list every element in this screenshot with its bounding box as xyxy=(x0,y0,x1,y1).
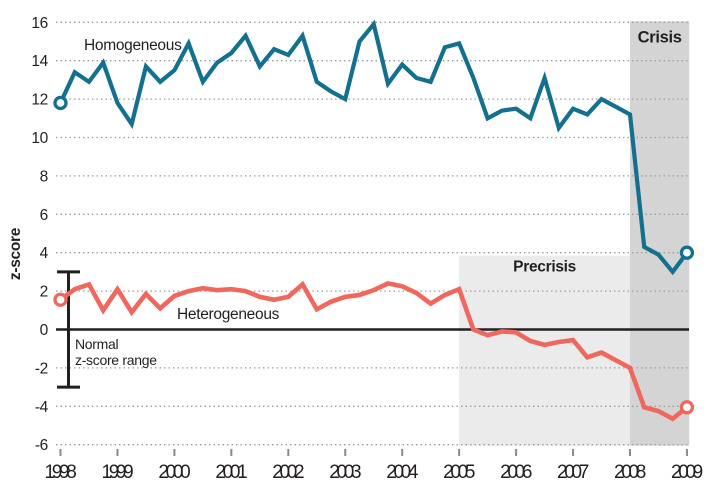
y-tick-label: -4 xyxy=(35,399,49,416)
normal-range-label-line2: z-score range xyxy=(75,352,157,368)
endpoint-marker-heterogeneous xyxy=(53,292,68,307)
x-tick-label: 1999 xyxy=(101,462,133,483)
heterogeneous-series-label: Heterogeneous xyxy=(177,306,280,323)
series-line-heterogeneous xyxy=(58,280,690,422)
homogeneous-series-label: Homogeneous xyxy=(84,37,182,54)
endpoint-marker-homogeneous xyxy=(53,95,68,111)
endpoint-marker-heterogeneous xyxy=(679,400,695,415)
region-band-crisis xyxy=(630,21,690,446)
y-tick-label: 8 xyxy=(40,168,48,185)
y-tick-label: 10 xyxy=(31,130,48,147)
x-tick-label: 2009 xyxy=(671,462,703,483)
region-label-precrisis: Precrisis xyxy=(513,259,576,276)
y-tick-label: 0 xyxy=(40,322,49,339)
x-tick-label: 2003 xyxy=(329,462,361,483)
endpoint-marker-homogeneous xyxy=(679,245,695,260)
y-tick-label: 16 xyxy=(31,15,48,32)
region-label-crisis: Crisis xyxy=(638,28,682,46)
y-tick-label: 6 xyxy=(40,207,48,224)
y-tick-label: 12 xyxy=(31,92,48,109)
x-tick-label: 2004 xyxy=(386,462,419,483)
normal-range-label-line1: Normal xyxy=(75,336,119,352)
x-tick-label: 2006 xyxy=(500,462,532,483)
x-tick-label: 2005 xyxy=(443,462,475,483)
y-tick-label: 4 xyxy=(40,245,49,262)
y-tick-label: -6 xyxy=(35,437,48,454)
x-tick-label: 2000 xyxy=(158,462,190,483)
x-tick-label: 2002 xyxy=(272,462,304,483)
y-tick-label: -2 xyxy=(35,360,48,377)
x-tick-label: 2008 xyxy=(614,462,646,483)
x-tick-label: 1998 xyxy=(45,462,77,483)
x-tick-label: 2007 xyxy=(557,462,589,483)
y-axis-title: z-score xyxy=(7,227,24,280)
y-tick-label: 2 xyxy=(40,284,48,301)
x-tick-label: 2001 xyxy=(215,462,247,483)
region-band-precrisis xyxy=(459,255,630,446)
series-line-homogeneous xyxy=(58,19,690,276)
y-tick-label: 14 xyxy=(31,53,48,70)
